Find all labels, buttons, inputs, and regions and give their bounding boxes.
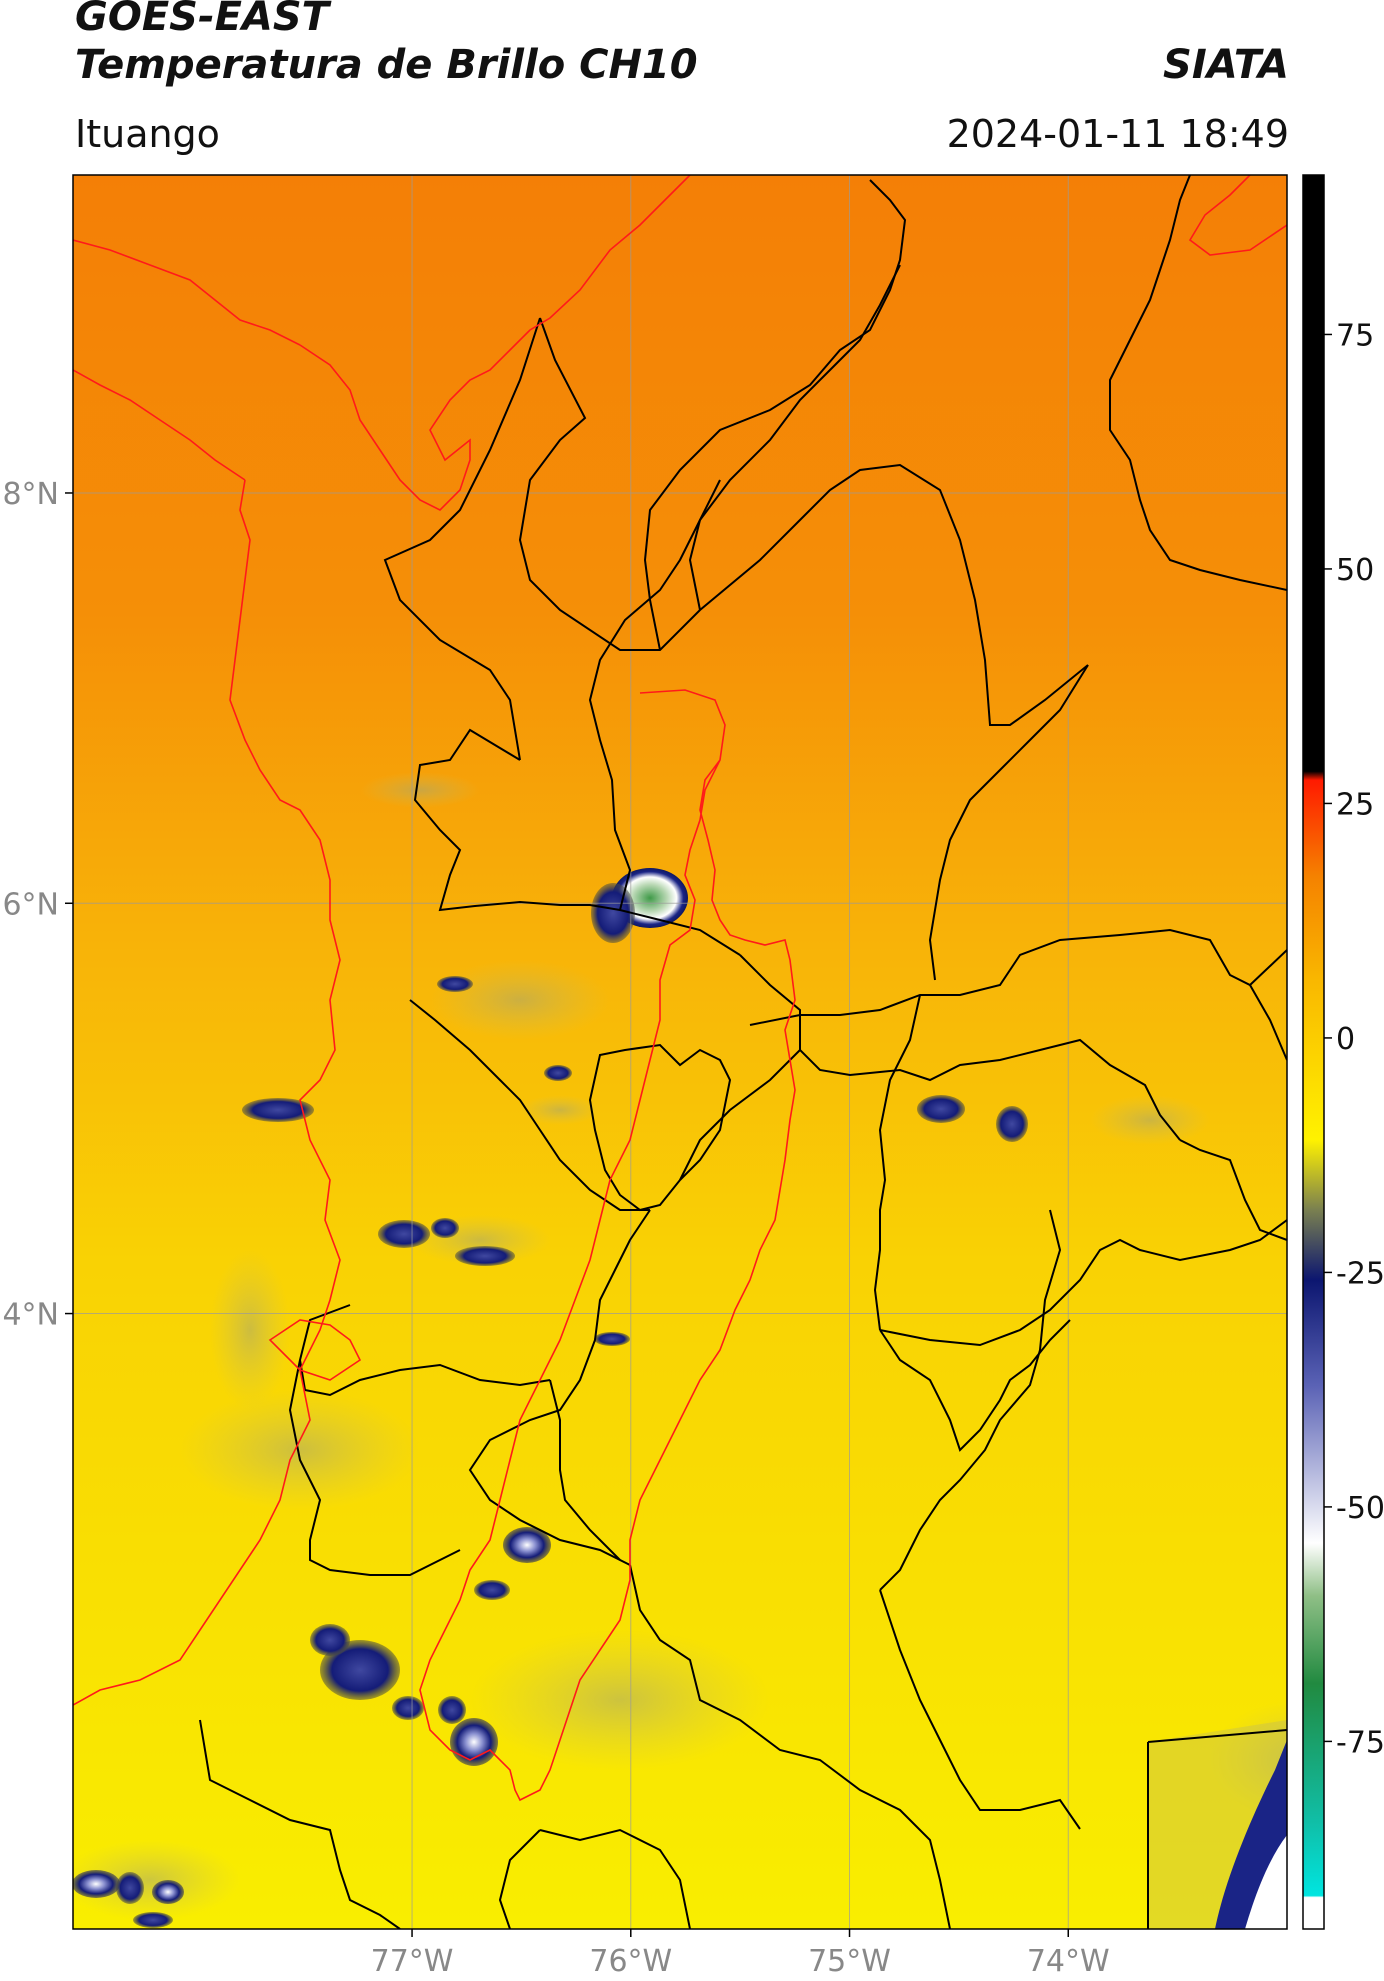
admin-border-line [629, 1564, 951, 1929]
cloud-cell [437, 976, 473, 992]
cloud-cell [310, 1624, 350, 1656]
haze-patch [210, 1250, 290, 1410]
admin-border-line [588, 1043, 732, 1212]
admin-border-line [199, 1719, 401, 1929]
cloud-cell [450, 1718, 498, 1766]
lat-tick-label: 4°N [2, 1298, 59, 1333]
red-boundary-line [73, 239, 301, 346]
haze-patch [1090, 1095, 1210, 1145]
colorbar-tick-label: -25 [1336, 1256, 1384, 1291]
admin-border-line [518, 317, 1089, 726]
cloud-cell [378, 1220, 430, 1248]
colorbar-tick-label: 25 [1336, 787, 1374, 822]
admin-border-line [383, 317, 541, 761]
admin-border-line [413, 728, 741, 956]
cloud-cell [544, 1065, 572, 1081]
colorbar-bar [1302, 174, 1325, 1930]
cloud-cell [431, 1218, 459, 1238]
cloud-cell [996, 1106, 1028, 1142]
admin-border-line [688, 264, 901, 611]
admin-border-line [879, 1589, 1081, 1830]
haze-patch [360, 772, 480, 808]
admin-border-line [549, 1379, 621, 1561]
cloud-cell [917, 1095, 965, 1123]
timestamp-label: 2024-01-11 18:49 [946, 112, 1289, 156]
red-boundary-line [73, 479, 341, 1706]
product-title: Temperatura de Brillo CH10 [75, 42, 698, 88]
admin-border-line [873, 994, 921, 1331]
lon-tick-label: 74°W [1027, 1944, 1110, 1979]
haze-patch [520, 1095, 600, 1125]
admin-border-line [739, 954, 1181, 1141]
red-boundary-line [1188, 175, 1287, 256]
lon-tick-label: 77°W [371, 1944, 454, 1979]
lat-tick-label: 8°N [2, 477, 59, 512]
cloud-cell [594, 1332, 630, 1346]
cloud-cell [1245, 1835, 1287, 1929]
coast-and-basin [73, 175, 1287, 1802]
cloud-cell [73, 1870, 120, 1898]
cloud-cell [503, 1527, 551, 1563]
location-label: Ituango [75, 112, 220, 156]
lon-ticks: 77°W 76°W 75°W 74°W [371, 1929, 1110, 1979]
cloud-layer [73, 772, 1287, 1929]
colorbar: 75 50 25 0 -25 -50 -75 [1302, 174, 1384, 1930]
colorbar-tick-label: 0 [1336, 1022, 1355, 1057]
admin-border-line [298, 1304, 551, 1397]
cloud-cell [438, 1696, 466, 1724]
red-boundary-line [268, 1319, 362, 1381]
admin-border-line [879, 1209, 1062, 1591]
lon-tick-label: 76°W [589, 1944, 672, 1979]
admin-border-line [643, 179, 907, 651]
cloud-cell [133, 1912, 173, 1928]
colorbar-tick-label: 75 [1336, 318, 1374, 353]
admin-border-line [1147, 1729, 1287, 1929]
map-frame [72, 174, 1288, 1930]
admin-borders [199, 175, 1287, 1929]
colorbar-ticks: 75 50 25 0 -25 -50 -75 [1324, 318, 1384, 1760]
lon-tick-label: 75°W [808, 1944, 891, 1979]
admin-border-line [498, 1829, 541, 1929]
admin-border-line [1179, 1139, 1287, 1241]
cloud-cell [320, 1640, 400, 1700]
haze-patch [430, 960, 610, 1040]
lat-tick-label: 6°N [2, 887, 59, 922]
admin-border-line [1109, 175, 1287, 591]
haze-patch [470, 1630, 770, 1770]
admin-border-line [749, 928, 1287, 1026]
admin-border-line [679, 1049, 801, 1181]
admin-border-line [468, 1209, 651, 1566]
admin-border-line [1249, 984, 1287, 1061]
admin-border-line [928, 664, 1089, 981]
cloud-cell [116, 1872, 144, 1904]
cloud-cell [474, 1580, 510, 1600]
red-boundary-line [299, 175, 691, 511]
haze-patch [73, 1840, 240, 1920]
satellite-title: GOES-EAST [75, 0, 329, 40]
colorbar-tick-label: -75 [1336, 1725, 1384, 1760]
haze-patch [180, 1390, 420, 1510]
colorbar-tick-label: 50 [1336, 553, 1374, 588]
cloud-cell [455, 1246, 515, 1266]
admin-border-line [288, 1359, 461, 1576]
red-boundary-line [419, 689, 796, 1802]
gridlines [73, 175, 1287, 1929]
cloud-cell [152, 1880, 184, 1904]
admin-border-line [879, 1319, 1071, 1452]
admin-border-line [539, 1828, 691, 1929]
organization-label: SIATA [1163, 42, 1289, 88]
lat-ticks: 8°N 6°N 4°N [2, 477, 73, 1333]
cloud-cell [392, 1696, 424, 1720]
admin-border-line [879, 1219, 1287, 1347]
colorbar-tick-label: -50 [1336, 1491, 1384, 1526]
admin-border-line [588, 479, 721, 911]
cloud-cell [242, 1098, 314, 1122]
red-boundary-line [73, 369, 246, 481]
